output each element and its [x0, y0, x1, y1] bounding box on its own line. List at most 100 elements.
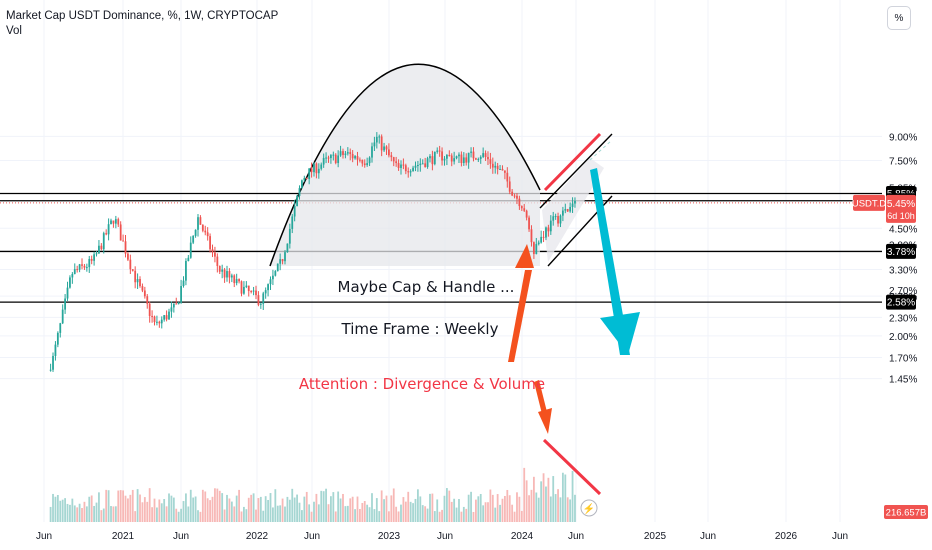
candle	[187, 255, 190, 262]
candle-body	[317, 168, 320, 174]
percent-scale-button[interactable]: %	[887, 6, 911, 30]
volume-bar	[269, 493, 272, 522]
volume-bar	[211, 496, 214, 522]
candle-body	[392, 157, 395, 162]
volume-bar	[436, 499, 439, 522]
candle	[569, 202, 572, 213]
candle-body	[407, 171, 410, 173]
symbol-tag: USDT.D	[852, 198, 886, 209]
candle-body	[262, 293, 265, 304]
candle	[54, 341, 57, 361]
volume-bar	[301, 510, 303, 522]
volume-bar	[267, 499, 269, 522]
candle	[100, 243, 103, 251]
volume-bar	[134, 511, 137, 522]
candle	[131, 269, 134, 272]
volume-bar	[163, 498, 166, 522]
candle	[561, 206, 564, 222]
candle-body	[438, 150, 441, 152]
candle	[110, 218, 112, 225]
candle-body	[397, 163, 400, 168]
volume-bar	[383, 499, 385, 522]
candle	[107, 218, 110, 241]
candle-body	[325, 157, 327, 159]
volume-bar	[361, 502, 364, 522]
candle-body	[455, 156, 458, 159]
volume-bar	[474, 499, 477, 522]
candle	[429, 154, 431, 163]
volume-bar	[559, 497, 562, 522]
volume-bar	[477, 496, 480, 522]
volume-bar	[491, 494, 494, 522]
candle	[160, 316, 163, 329]
candle	[163, 314, 166, 322]
orange-arrow-up-shaft	[508, 270, 532, 362]
candle-body	[160, 319, 163, 324]
volume-bar	[206, 498, 209, 522]
candle	[409, 169, 412, 177]
candle-body	[479, 156, 482, 160]
candle	[419, 158, 422, 172]
candle	[269, 276, 272, 291]
candle	[85, 263, 88, 272]
candle-body	[107, 224, 110, 235]
candle-body	[535, 244, 538, 255]
candle-body	[71, 274, 74, 278]
volume-bar	[187, 506, 190, 522]
volume-bar	[400, 504, 402, 522]
candle-body	[296, 195, 298, 207]
volume-bar	[189, 489, 192, 522]
price-axis-background	[882, 0, 932, 550]
volume-bar	[160, 503, 163, 522]
price-axis-tick: 9.00%	[889, 132, 917, 143]
time-axis-label: Jun	[36, 531, 52, 542]
candle	[342, 148, 344, 159]
candle-body	[450, 155, 453, 162]
candle-body	[218, 265, 221, 272]
candle	[127, 252, 129, 262]
candle-body	[557, 216, 559, 224]
candle-body	[482, 153, 485, 157]
candle-body	[279, 259, 282, 264]
time-axis-label: Jun	[304, 531, 320, 542]
orange-arrow-down-head	[538, 408, 552, 434]
volume-bar	[561, 472, 564, 522]
candle	[230, 273, 233, 283]
candle-body	[404, 165, 407, 172]
volume-bar	[339, 498, 342, 522]
volume-bar	[525, 480, 528, 522]
candle	[71, 272, 74, 284]
candle	[472, 147, 475, 162]
volume-bar	[354, 509, 356, 522]
candle	[441, 147, 443, 166]
candle	[274, 270, 277, 277]
price-axis-tick: 7.50%	[889, 157, 917, 168]
volume-bar	[402, 497, 405, 522]
candle	[216, 253, 219, 273]
candle-body	[238, 279, 240, 282]
candle	[291, 213, 294, 234]
volume-bars	[49, 467, 576, 522]
candle-body	[436, 150, 439, 152]
candle-body	[59, 323, 62, 333]
candle	[218, 265, 221, 275]
volume-bar	[496, 494, 499, 522]
candle-body	[441, 151, 443, 161]
candle	[296, 194, 298, 207]
candle-body	[470, 151, 472, 153]
volume-bar	[49, 506, 52, 522]
candle-body	[257, 295, 260, 305]
candle-body	[148, 303, 151, 316]
volume-bar	[233, 506, 236, 522]
candle	[320, 162, 323, 171]
candle	[272, 269, 274, 286]
candle-body	[547, 227, 550, 232]
volume-bar	[69, 504, 71, 522]
volume-bar	[56, 495, 59, 522]
candle-body	[491, 163, 494, 168]
candle-body	[298, 188, 301, 196]
candle-body	[474, 158, 477, 160]
candle-body	[561, 210, 564, 216]
candle-body	[383, 146, 385, 151]
